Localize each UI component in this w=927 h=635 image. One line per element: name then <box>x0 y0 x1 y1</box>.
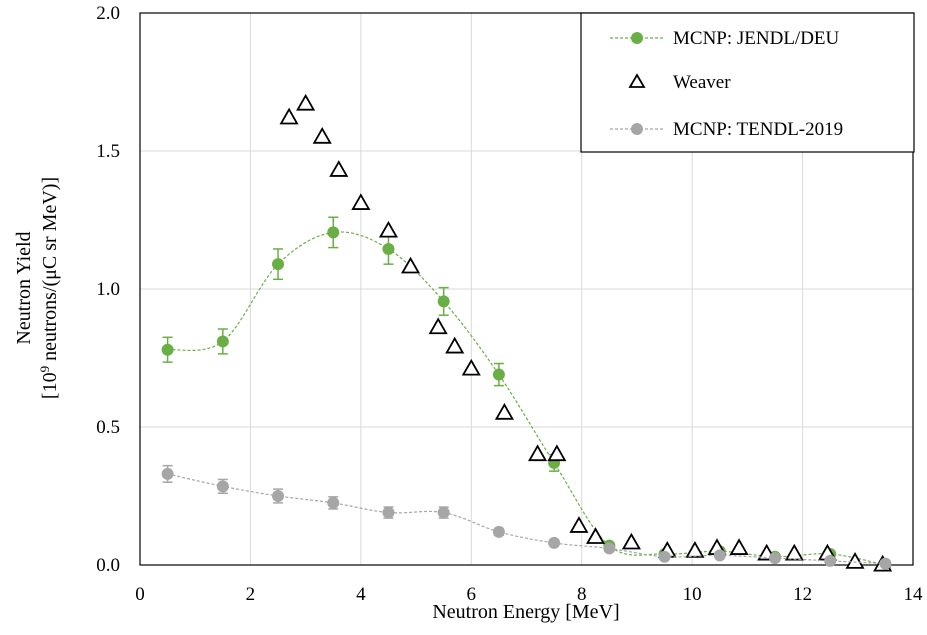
data-point <box>161 343 174 356</box>
x-axis-title: Neutron Energy [MeV] <box>432 601 619 623</box>
data-point <box>547 444 567 462</box>
legend-marker-0 <box>631 32 643 44</box>
legend-marker-2 <box>631 123 643 135</box>
y-axis-title-suffix: neutrons/(μC sr MeV)] <box>39 177 61 366</box>
x-tick-labels: 0 2 4 6 8 10 12 14 <box>135 584 923 605</box>
data-point <box>327 496 340 509</box>
data-point <box>445 336 465 354</box>
legend: MCNP: JENDL/DEU Weaver MCNP: TENDL-2019 <box>580 12 915 153</box>
legend-label-tendl: MCNP: TENDL-2019 <box>673 119 843 140</box>
data-point <box>585 527 606 544</box>
data-point <box>437 295 450 308</box>
data-point <box>428 317 448 335</box>
data-point <box>382 506 395 519</box>
data-point <box>327 226 340 239</box>
y-axis-title-line1: Neutron Yield <box>13 231 35 344</box>
data-point <box>279 107 299 125</box>
data-point <box>879 557 892 570</box>
y-axis-title-prefix: [10 <box>39 372 61 399</box>
series-0 <box>161 216 892 571</box>
series-1 <box>279 93 893 572</box>
data-point <box>685 540 705 558</box>
y-tick-label: 1.0 <box>96 279 120 300</box>
data-point <box>658 550 671 563</box>
x-tick-label: 12 <box>793 584 812 605</box>
legend-marker-1 <box>628 73 646 88</box>
data-point <box>824 554 837 567</box>
data-point <box>494 402 514 420</box>
data-point <box>768 552 781 565</box>
data-point <box>713 549 726 562</box>
x-tick-label: 4 <box>356 584 366 605</box>
legend-label-jendl: MCNP: JENDL/DEU <box>673 28 840 49</box>
data-point <box>351 193 371 210</box>
y-tick-label: 0.0 <box>96 555 120 576</box>
y-axis-title-line2: [109 neutrons/(μC sr MeV)] <box>37 177 62 399</box>
data-point <box>437 506 450 519</box>
legend-symbols <box>610 32 664 135</box>
data-point <box>382 242 395 255</box>
data-point <box>527 444 548 462</box>
data-point <box>621 532 641 550</box>
legend-label-weaver: Weaver <box>673 72 731 93</box>
x-tick-label: 10 <box>683 584 702 605</box>
series-2-line <box>167 473 886 565</box>
data-point <box>400 256 421 274</box>
data-point <box>492 525 505 538</box>
data-point <box>603 542 616 555</box>
x-tick-label: 14 <box>904 584 924 605</box>
y-tick-label: 1.5 <box>96 141 120 162</box>
y-tick-label: 0.5 <box>96 417 120 438</box>
data-point <box>845 552 865 569</box>
x-tick-label: 0 <box>135 584 145 605</box>
data-point <box>729 538 749 555</box>
data-point <box>492 368 505 381</box>
data-point <box>272 258 285 271</box>
y-axis-title-exponent: 9 <box>37 366 52 373</box>
data-point <box>569 516 589 533</box>
data-point <box>296 93 316 111</box>
data-point <box>378 220 399 238</box>
plot-area-border <box>139 12 914 566</box>
y-tick-labels: 0.0 0.5 1.0 1.5 2.0 <box>96 3 120 576</box>
data-point <box>461 358 481 376</box>
x-tick-label: 8 <box>577 584 587 605</box>
y-tick-label: 2.0 <box>96 3 120 24</box>
data-point <box>216 480 229 493</box>
series-0-line <box>167 231 886 566</box>
data-point <box>784 543 804 561</box>
x-tick-label: 6 <box>467 584 477 605</box>
x-tick-label: 2 <box>246 584 256 605</box>
data-series <box>161 93 893 572</box>
data-point <box>312 126 332 144</box>
data-point <box>329 160 349 177</box>
data-point <box>161 467 174 480</box>
data-point <box>548 536 561 549</box>
data-point <box>216 335 229 348</box>
series-2 <box>161 464 892 570</box>
data-point <box>272 490 285 502</box>
